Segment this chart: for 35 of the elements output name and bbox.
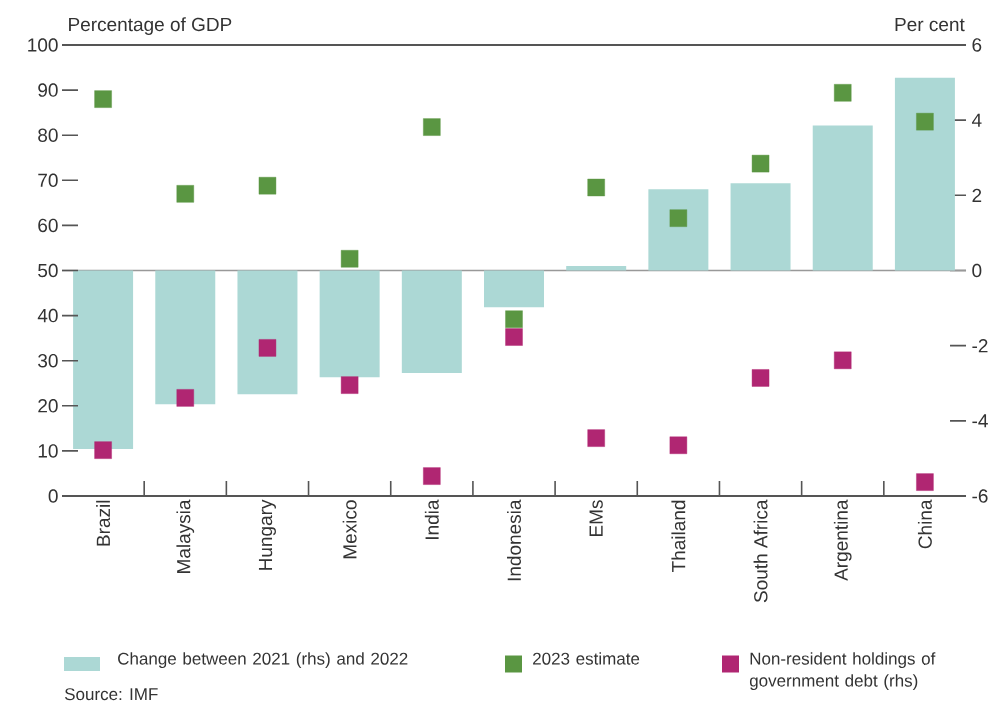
x-tick-label: South Africa [753,499,768,603]
x-tick-label: India [424,499,439,539]
y-tick-label: 20 [38,399,58,413]
y2-axis-title: Per cent [895,17,965,32]
y-tick-label: 90 [38,83,58,97]
y2-tick-label: 2 [972,188,982,202]
x-tick-label: Argentina [833,499,852,581]
y-tick-label: 0 [48,489,58,503]
y-tick-label: 50 [38,263,58,278]
x-tick-label: EMs [589,500,603,536]
y-tick-label: 70 [38,173,58,188]
y-tick-label: 10 [38,444,58,458]
source-note: Source: IMF [64,688,158,701]
y2-tick-label: -4 [972,414,988,428]
y-axis-title: Percentage of GDP [69,17,232,35]
y-tick-label: 100 [28,38,58,52]
x-tick-label: Malaysia [176,499,195,573]
y2-tick-label: -6 [972,489,988,503]
y-tick-label: 40 [37,308,58,323]
y2-tick-label: 0 [972,263,982,278]
y2-tick-label: 4 [971,113,982,127]
x-tick-label: China [917,499,932,549]
y-tick-label: 30 [38,353,58,368]
y-tick-label: 60 [38,218,58,233]
x-tick-label: Indonesia [507,499,521,581]
x-tick-label: Mexico [342,500,357,559]
x-tick-label: Hungary [258,499,276,570]
legend-label: Change between 2021 (rhs) and 2022 [118,652,408,669]
y-tick-label: 80 [38,128,58,142]
x-tick-label: Thailand [671,500,686,572]
legend-label: Non-resident holdings of government debt (rhs) [749,652,936,691]
y2-tick-label: -2 [972,339,988,353]
x-tick-label: Brazil [96,500,111,546]
y2-tick-label: 6 [972,38,982,52]
legend-label: 2023 estimate [533,652,640,665]
